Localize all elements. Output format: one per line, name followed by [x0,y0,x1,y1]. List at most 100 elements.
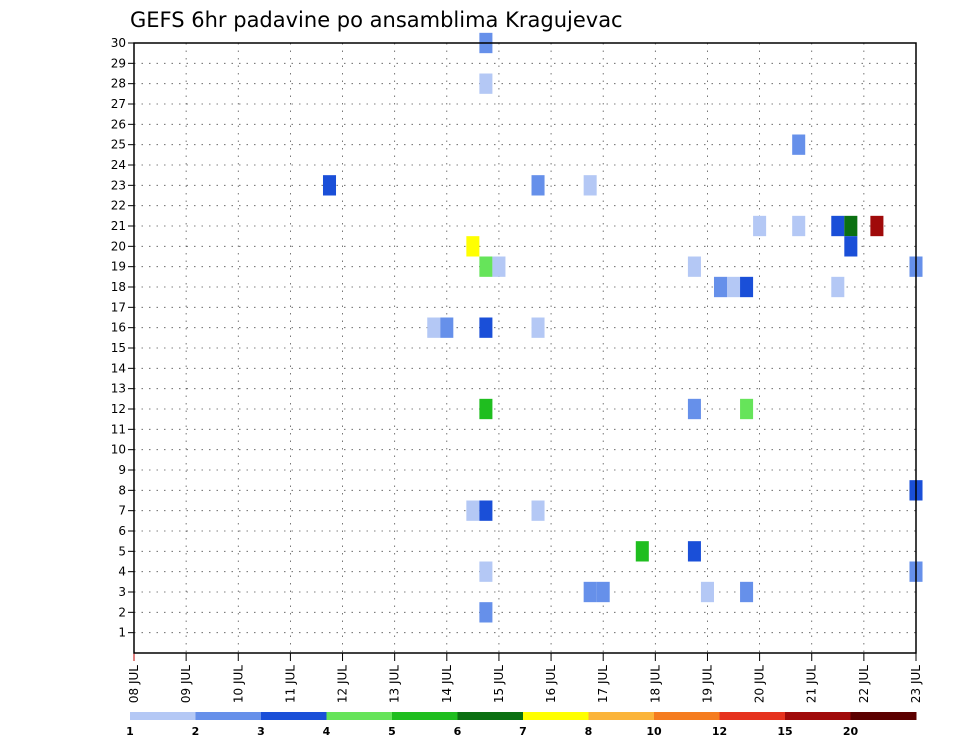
data-cell-37 [596,581,610,603]
x-tick-label-2: 10 JUL [231,665,245,703]
colorbar-segment-10 [785,712,851,720]
colorbar: 1 2 3 4 5 6 7 8 10 12 15 20 [126,712,917,738]
x-tick-label-9: 17 JUL [596,665,610,703]
chart-title: GEFS 6hr padavine po ansamblima Kragujev… [130,8,623,32]
y-tick-label-25: 25 [111,138,126,152]
data-cell-30 [479,500,493,521]
y-tick-label-29: 29 [111,56,126,70]
data-cell-39 [740,581,754,603]
data-cell-2 [792,134,806,155]
colorbar-label-8: 10 [646,725,662,738]
data-cell-27 [740,398,754,420]
data-cell-32 [635,541,649,562]
y-tick-label-10: 10 [111,443,126,457]
data-cell-9 [844,215,858,237]
data-cell-8 [831,215,845,237]
x-tick-label-0: 08 JUL [127,665,141,703]
x-axis: 08 JUL 09 JUL 10 JUL 11 JUL 12 JUL 13 JUL 14 J… [127,653,923,703]
y-tick-label-21: 21 [111,219,126,233]
data-cell-33 [687,541,701,562]
x-tick-label-1: 09 JUL [179,665,193,703]
colorbar-label-4: 5 [388,725,396,738]
data-cell-21 [427,317,441,338]
data-cell-24 [531,317,545,338]
data-cell-20 [831,276,845,298]
y-tick-label-26: 26 [111,117,126,131]
data-cell-5 [583,175,597,196]
y-tick-label-8: 8 [118,483,126,497]
y-tick-label-13: 13 [111,382,126,396]
x-tick-label-15: 23 JUL [909,665,923,703]
data-cell-6 [753,215,767,237]
data-cell-29 [466,500,480,521]
data-cell-1 [479,73,493,94]
colorbar-label-2: 3 [257,725,265,738]
x-tick-label-8: 16 JUL [544,665,558,703]
x-tick-label-10: 18 JUL [648,665,662,703]
x-tick-label-13: 21 JUL [805,665,819,703]
y-tick-label-3: 3 [118,585,126,599]
y-tick-label-30: 30 [111,36,126,50]
data-cell-12 [844,236,858,257]
data-cell-13 [479,256,493,277]
x-tick-label-6: 14 JUL [440,665,454,703]
y-tick-label-23: 23 [111,178,126,192]
data-cell-22 [440,317,454,338]
y-tick-label-6: 6 [118,524,126,538]
x-tick-label-7: 15 JUL [492,665,506,703]
y-tick-label-18: 18 [111,280,126,294]
data-cell-23 [479,317,493,338]
x-tick-label-4: 12 JUL [336,665,350,703]
data-cell-14 [492,256,506,277]
data-cell-17 [713,276,728,298]
y-tick-label-14: 14 [111,361,126,375]
colorbar-segment-3 [326,712,393,720]
data-cell-25 [479,398,493,420]
y-tick-label-7: 7 [118,504,126,518]
colorbar-label-1: 2 [192,725,200,738]
data-cell-40 [479,602,493,623]
y-tick-label-1: 1 [118,626,126,640]
data-cells [322,32,923,623]
y-tick-label-24: 24 [111,158,126,172]
colorbar-segment-5 [457,712,524,720]
colorbar-segment-9 [719,712,786,720]
y-tick-label-5: 5 [118,544,126,558]
data-cell-4 [531,175,545,196]
data-cell-36 [583,581,597,603]
y-axis: 1234567891011121314151617181920212223242… [111,36,134,640]
plot-frame [133,42,917,654]
data-cell-26 [687,398,701,420]
data-cell-11 [466,236,480,257]
colorbar-label-10: 15 [777,725,792,738]
data-cell-18 [727,276,741,298]
x-tick-label-12: 20 JUL [753,665,767,703]
y-tick-label-16: 16 [111,321,126,335]
colorbar-segment-7 [588,712,655,720]
y-tick-label-12: 12 [111,402,126,416]
colorbar-segment-4 [392,712,458,720]
data-cell-31 [531,500,545,521]
colorbar-segment-11 [850,712,917,720]
colorbar-segment-1 [195,712,262,720]
x-tick-label-5: 13 JUL [388,665,402,703]
data-cell-34 [479,561,493,582]
x-tick-label-14: 22 JUL [857,665,871,703]
y-tick-label-22: 22 [111,199,126,213]
y-tick-label-27: 27 [111,97,126,111]
colorbar-label-7: 8 [585,725,593,738]
x-tick-label-3: 11 JUL [283,665,297,703]
colorbar-segment-2 [261,712,327,720]
colorbar-label-11: 20 [843,725,859,738]
colorbar-segment-6 [523,712,589,720]
y-tick-label-28: 28 [111,77,126,91]
y-tick-label-9: 9 [118,463,126,477]
y-tick-label-15: 15 [111,341,126,355]
colorbar-label-9: 12 [712,725,727,738]
colorbar-label-0: 1 [126,725,134,738]
colorbar-label-5: 6 [454,725,462,738]
y-tick-label-17: 17 [111,300,126,314]
data-cell-19 [740,276,754,298]
data-cell-38 [700,581,714,603]
